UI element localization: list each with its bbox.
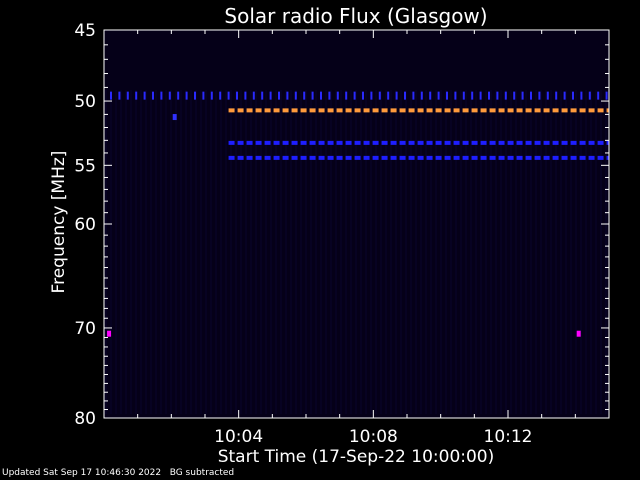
- interference-band-0-tick: [370, 91, 373, 100]
- y-tick-label: 45: [74, 21, 96, 41]
- interference-band-0-tick: [168, 91, 171, 100]
- interference-band-0-tick: [446, 91, 448, 100]
- interference-band-0-tick: [420, 91, 423, 100]
- interference-band-0-tick: [185, 91, 188, 100]
- y-tick-label: 60: [74, 215, 96, 235]
- interference-band-0-tick: [320, 91, 322, 100]
- footer-updated: Updated Sat Sep 17 10:46:30 2022: [2, 468, 162, 478]
- signal-spot-2: [172, 114, 177, 121]
- interference-band-0-tick: [572, 91, 574, 100]
- y-tick-label: 70: [74, 319, 96, 339]
- interference-band-0-tick: [336, 91, 339, 100]
- interference-band-0-tick: [387, 91, 390, 100]
- interference-band-0-tick: [496, 91, 499, 100]
- x-tick-label: 10:04: [214, 427, 263, 447]
- interference-band-0-tick: [252, 91, 255, 100]
- x-tick-label: 10:12: [484, 427, 533, 447]
- interference-band-0-tick: [429, 91, 432, 100]
- interference-band-0-tick: [278, 91, 280, 100]
- interference-band-0-tick: [118, 91, 121, 100]
- interference-band-0-tick: [160, 91, 163, 100]
- interference-band-0-tick: [110, 91, 112, 100]
- interference-band-0-tick: [269, 91, 272, 100]
- interference-band-0-tick: [126, 91, 129, 100]
- interference-band-0-tick: [244, 91, 247, 100]
- interference-band-0-tick: [362, 91, 364, 100]
- interference-band-0-tick: [530, 91, 532, 100]
- interference-band-0-tick: [597, 91, 600, 100]
- interference-band-0-tick: [286, 91, 289, 100]
- y-tick-label: 50: [74, 92, 96, 112]
- interference-band-0-tick: [261, 91, 264, 100]
- interference-band-0-tick: [546, 91, 549, 100]
- interference-band-0-tick: [353, 91, 356, 100]
- interference-band-0-tick: [202, 91, 205, 100]
- footer-status: Updated Sat Sep 17 10:46:30 2022 BG subt…: [2, 468, 234, 479]
- interference-band-0-tick: [580, 91, 583, 100]
- interference-band-0-tick: [412, 91, 415, 100]
- interference-band-0-tick: [143, 91, 146, 100]
- interference-band-0-tick: [488, 91, 490, 100]
- interference-band-0-tick: [152, 91, 154, 100]
- y-tick-label: 55: [74, 156, 96, 176]
- interference-band-0-tick: [345, 91, 348, 100]
- interference-band-0-tick: [194, 91, 196, 100]
- interference-band-0-tick: [538, 91, 541, 100]
- interference-band-0-tick: [563, 91, 566, 100]
- interference-band-0-tick: [404, 91, 406, 100]
- interference-band-0-tick: [227, 91, 230, 100]
- footer-note: BG subtracted: [169, 468, 235, 478]
- x-tick-label: 10:08: [349, 427, 398, 447]
- interference-band-0-tick: [471, 91, 474, 100]
- x-axis-label: Start Time (17-Sep-22 10:00:00): [218, 447, 495, 467]
- interference-band-0-tick: [311, 91, 314, 100]
- interference-band-0-tick: [294, 91, 297, 100]
- interference-band-0-tick: [135, 91, 138, 100]
- signal-spot-0: [107, 330, 112, 337]
- interference-band-0-tick: [210, 91, 213, 100]
- interference-band-0-tick: [177, 91, 180, 100]
- interference-band-0-tick: [437, 91, 440, 100]
- interference-band-0-tick: [513, 91, 516, 100]
- interference-band-0-tick: [378, 91, 381, 100]
- signal-spot-1: [576, 330, 581, 337]
- interference-band-0-tick: [605, 91, 608, 100]
- y-tick-label: 80: [74, 409, 96, 429]
- interference-band-0-tick: [454, 91, 457, 100]
- interference-band-0-tick: [395, 91, 398, 100]
- interference-band-0-tick: [555, 91, 558, 100]
- interference-band-0-tick: [588, 91, 591, 100]
- interference-band-0-tick: [521, 91, 524, 100]
- interference-band-0-tick: [504, 91, 507, 100]
- interference-band-0-tick: [219, 91, 222, 100]
- interference-band-0-tick: [479, 91, 482, 100]
- interference-band-0-tick: [236, 91, 238, 100]
- interference-band-0-tick: [303, 91, 306, 100]
- chart-title: Solar radio Flux (Glasgow): [224, 4, 487, 28]
- interference-band-0-tick: [328, 91, 331, 100]
- y-axis-label: Frequency [MHz]: [49, 151, 69, 294]
- interference-band-0-tick: [462, 91, 465, 100]
